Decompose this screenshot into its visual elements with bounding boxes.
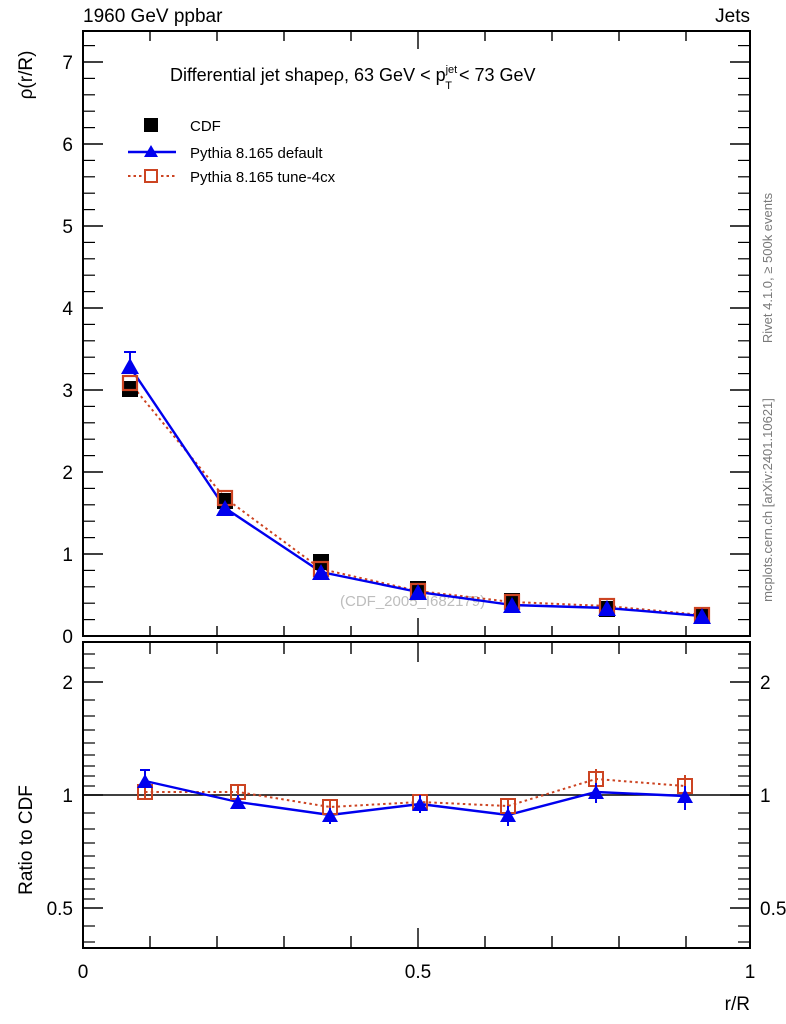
xtick-0: 0 [78,962,89,983]
title-part1: Differential jet shape [170,65,334,85]
header-right: Jets [715,6,750,27]
main-y-minor-ticks [83,44,750,621]
title-part3: < 73 GeV [454,65,536,85]
legend-item-pythia-tune4cx[interactable]: Pythia 8.165 tune-4cx [128,169,336,186]
series-line-tune4cx [129,382,703,616]
legend-item-cdf[interactable]: CDF [144,118,221,135]
ytick-3: 3 [62,381,73,402]
ytick-0: 0 [62,627,73,648]
series-line-default [129,366,703,618]
side-label-rivet: Rivet 4.1.0, ≥ 500k events [760,192,775,343]
legend: CDF Pythia 8.165 default Pythia 8.165 tu… [128,118,336,186]
title-sub: T [445,80,452,92]
ratio-ytick-05-left: 0.5 [47,899,73,920]
svg-text:Rivet 4.1.0, ≥ 500k events: Rivet 4.1.0, ≥ 500k events [760,192,775,343]
ytick-7: 7 [62,53,73,74]
svg-text:Ratio to CDF: Ratio to CDF [16,785,37,895]
ratio-ytick-2-left: 2 [62,673,73,694]
ratio-y-axis-title: Ratio to CDF [16,785,37,895]
main-y-ticks [83,61,750,637]
title-sup: jet [445,64,458,76]
ratio-ytick-1-left: 1 [62,786,73,807]
ratio-panel: 2 1 0.5 2 1 0.5 Ratio to CDF [16,641,786,949]
ytick-2: 2 [62,463,73,484]
main-x-ticks [149,31,687,636]
xtick-0.5: 0.5 [405,962,431,983]
ratio-y-tick-labels: 2 1 0.5 2 1 0.5 [47,673,786,920]
ratio-markers-default [137,769,693,826]
series-tune4cx-main [129,382,703,616]
title-rho: ρ [334,65,344,85]
ratio-ytick-1-right: 1 [760,786,771,807]
legend-label-pythia-default: Pythia 8.165 default [190,145,323,162]
series-tune4cx-markers-main [121,374,711,624]
svg-text:mcplots.cern.ch [arXiv:2401.10: mcplots.cern.ch [arXiv:2401.10621] [760,398,775,602]
ytick-1: 1 [62,545,73,566]
plot-title: Differential jet shapeρ, 63 GeV < pjet T … [170,64,536,92]
main-panel: 0 1 2 3 4 5 6 7 ρ(r/R) [16,30,751,648]
side-label-mcplots: mcplots.cern.ch [arXiv:2401.10621] [760,398,775,602]
series-default-main [129,366,703,618]
x-axis-title: r/R [725,994,750,1015]
legend-marker-square-filled-icon [144,118,158,132]
header-left: 1960 GeV ppbar [83,6,223,27]
title-part2: , 63 GeV < p [344,65,446,85]
legend-label-pythia-tune4cx: Pythia 8.165 tune-4cx [190,169,336,186]
series-cdf-main [122,381,710,624]
legend-marker-square-open-icon [144,169,158,183]
legend-marker-triangle-filled-icon [144,145,158,157]
ratio-ytick-05-right: 0.5 [760,899,786,920]
ytick-6: 6 [62,135,73,156]
ratio-ytick-2-right: 2 [760,673,771,694]
ytick-5: 5 [62,217,73,238]
ratio-x-ticks [149,642,687,948]
series-default-markers-main [121,351,711,624]
main-y-tick-labels: 0 1 2 3 4 5 6 7 [62,53,73,648]
legend-item-pythia-default[interactable]: Pythia 8.165 default [128,145,323,162]
xtick-1: 1 [745,962,756,983]
ratio-y-minor-ticks [83,653,750,943]
legend-label-cdf: CDF [190,118,221,135]
ytick-4: 4 [62,299,73,320]
ratio-y-ticks [83,681,750,909]
svg-text:ρ(r/R): ρ(r/R) [16,51,37,100]
main-y-axis-title: ρ(r/R) [16,51,37,100]
svg-text:Differential jet shapeρ, 63 Ge: Differential jet shapeρ, 63 GeV < pjet T … [170,64,536,92]
x-axis-tick-labels: 0 0.5 1 [78,962,756,983]
